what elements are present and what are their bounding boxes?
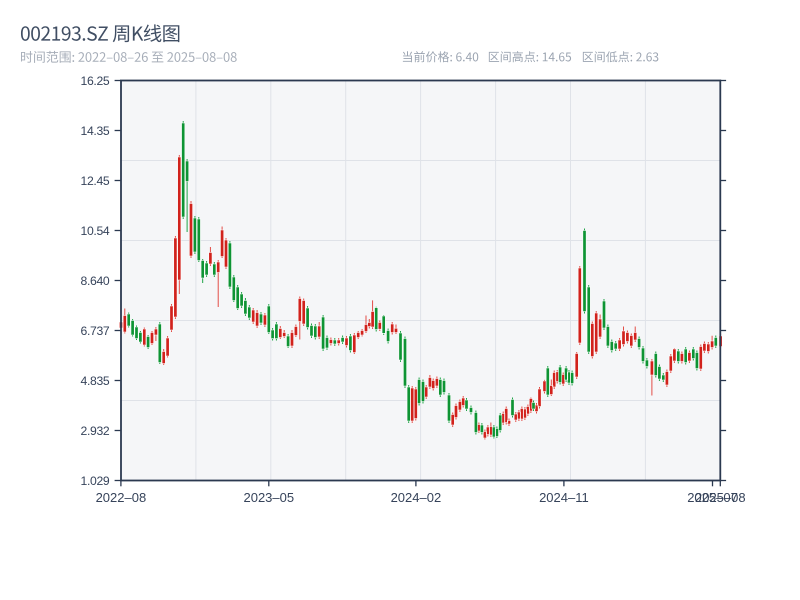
svg-text:12.45: 12.45 [81,174,110,188]
svg-text:1.029: 1.029 [81,474,110,488]
svg-text:14.35: 14.35 [81,124,110,138]
svg-text:2023–05: 2023–05 [243,490,294,505]
svg-text:8.640: 8.640 [81,274,110,288]
svg-text:2025–08: 2025–08 [695,490,746,505]
svg-text:2024–11: 2024–11 [539,490,589,505]
svg-text:2025–07: 2025–07 [687,490,738,505]
svg-text:6.737: 6.737 [81,324,110,338]
svg-text:2.932: 2.932 [81,424,110,438]
svg-text:4.835: 4.835 [81,374,110,388]
svg-text:10.54: 10.54 [81,224,110,238]
svg-text:2022–08: 2022–08 [96,490,147,505]
svg-text:2024–02: 2024–02 [391,490,442,505]
svg-text:16.25: 16.25 [81,74,110,88]
